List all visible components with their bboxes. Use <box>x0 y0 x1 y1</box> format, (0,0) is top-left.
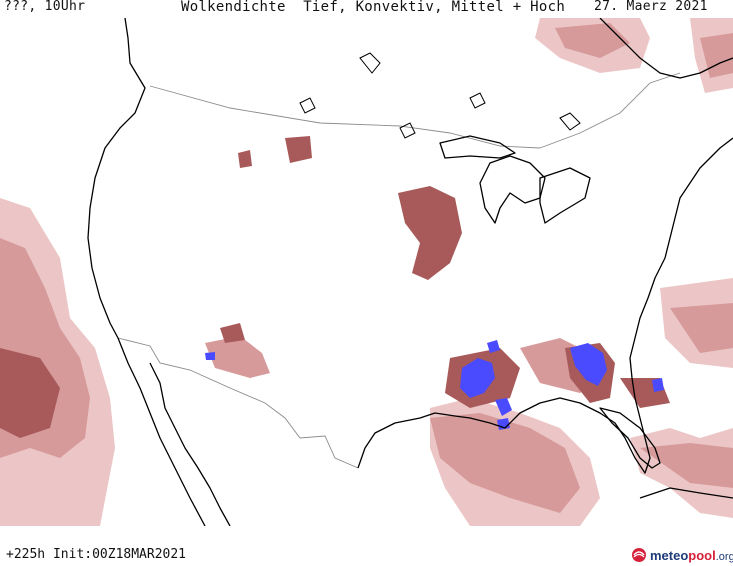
meteopool-logo[interactable]: meteopool.org <box>631 546 733 564</box>
valid-time-label: ???, 10Uhr <box>4 0 86 14</box>
country-borders <box>117 72 681 469</box>
great-lakes-and-lakes <box>299 52 581 139</box>
forecast-date: 27. Maerz 2021 <box>594 0 708 14</box>
logo-text: meteopool.org <box>650 548 733 563</box>
chart-title: Wolkendichte Tief, Konvektiv, Mittel + H… <box>181 0 566 15</box>
cloud-cover-map <box>0 18 733 526</box>
logo-brand-b: pool <box>688 547 716 563</box>
logo-brand-c: .org <box>715 550 733 563</box>
model-run-info: +225h Init:00Z18MAR2021 <box>6 547 187 562</box>
globe-icon <box>632 548 646 562</box>
coastlines <box>87 18 733 526</box>
cloud-light-layer <box>0 18 733 526</box>
logo-brand-a: meteo <box>650 547 689 563</box>
convective-layer <box>205 340 664 430</box>
